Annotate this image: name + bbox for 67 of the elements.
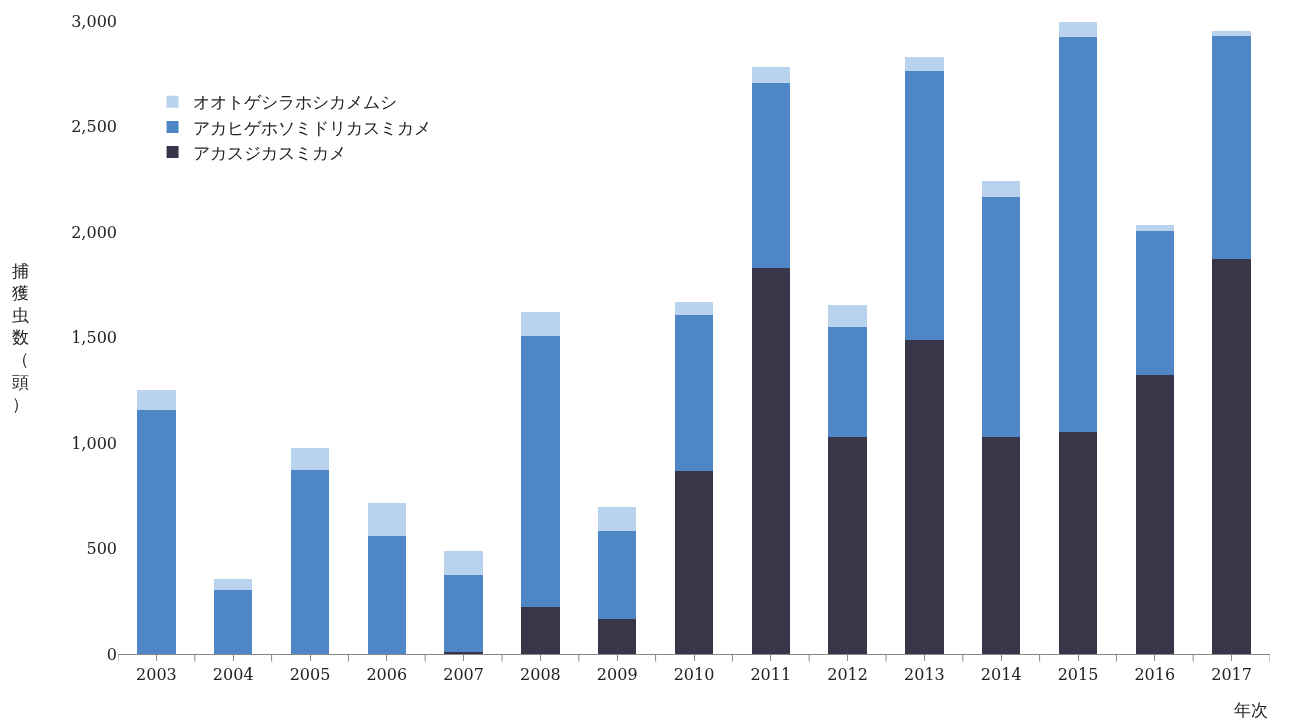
x-tick-label: 2017 [1211,665,1252,685]
bar [214,579,253,590]
bar [674,315,714,472]
bar [1212,259,1251,654]
x-tick-label: 2008 [520,665,561,685]
x-tick-label: 2006 [366,665,408,685]
bar [1135,230,1174,376]
x-tick-label: 2015 [1057,665,1099,685]
y-tick-label: 3,000 [71,11,117,31]
y-axis-title: 捕獲虫数（頭） [12,261,29,414]
bar [367,503,406,536]
x-tick-label: 2009 [596,665,638,685]
y-tick-label: 1,500 [71,328,117,348]
bar [598,507,637,531]
bar [828,436,867,654]
bar [521,312,560,337]
bar [1058,432,1098,654]
bar [598,619,637,654]
bar [521,606,560,654]
x-tick-label: 2014 [980,665,1022,685]
x-tick-label: 2010 [673,665,715,685]
bar [598,530,637,620]
y-tick-label: 2,000 [71,222,117,242]
bar [214,589,253,654]
x-axis-title: 年次 [1234,700,1268,720]
bar [290,448,330,471]
bar [674,471,714,654]
bar [982,197,1021,437]
x-tick-label: 2003 [136,665,177,685]
bar [1135,224,1174,231]
x-tick-label: 2004 [212,665,254,685]
x-tick-label: 2007 [443,665,484,685]
y-tick-label: 500 [86,539,117,559]
bar [905,70,944,340]
bar [137,410,176,654]
bar [367,535,406,654]
y-tick-label: 2,500 [71,117,117,137]
bar [1212,30,1251,36]
bar [444,550,483,575]
bar [905,339,944,654]
bar [751,267,790,654]
bar [1058,22,1098,37]
bar [674,301,714,316]
bar [137,390,176,411]
x-tick-label: 2005 [289,665,331,685]
bar [905,56,944,71]
bar [1212,35,1251,260]
bar [982,436,1021,654]
bar [828,326,867,437]
bar [751,83,790,268]
bar [521,336,560,607]
bar [751,67,790,84]
x-tick-label: 2011 [750,665,792,685]
x-tick-label: 2012 [827,665,868,685]
y-tick-label: 1,000 [71,433,117,453]
bar [1058,36,1098,433]
legend-label: アカヒゲホソミドリカスミカメ [192,117,431,138]
bar [1135,375,1174,654]
bar [444,574,483,653]
bar [290,470,330,654]
legend-label: アカスジカスミカメ [192,142,346,163]
legend-label: オオトゲシラホシカメムシ [192,92,397,113]
bar [828,304,867,327]
bar [982,181,1021,198]
x-tick-label: 2016 [1134,665,1176,685]
x-tick-label: 2013 [904,665,945,685]
y-tick-label: 0 [106,644,117,664]
